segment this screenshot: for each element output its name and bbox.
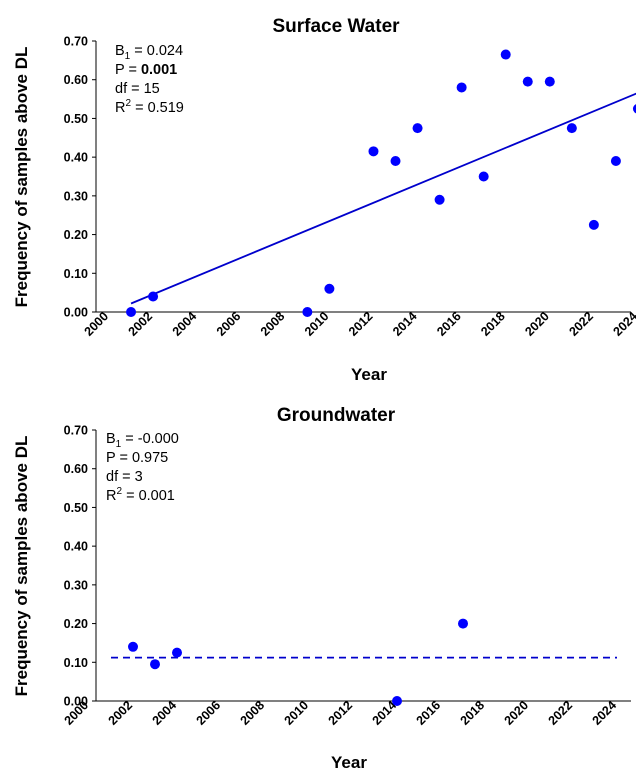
stat-r2: R2 = 0.001 [106,486,175,504]
x-tick-label: 2014 [390,309,420,339]
x-tick-label: 2018 [458,698,488,728]
data-point [390,156,401,167]
y-ticks: 0.00 0.10 0.20 0.30 0.40 0.50 0.60 0.70 [64,35,96,320]
data-point [392,696,402,706]
y-axis-title: Frequency of samples above DL [12,436,31,697]
x-tick-label: 2008 [238,698,268,728]
x-tick-label: 2018 [478,309,508,339]
x-tick-label: 2022 [566,309,596,339]
y-tick-label: 0.60 [64,73,88,87]
data-points [128,618,468,706]
data-point [324,283,335,294]
y-tick-label: 0.60 [64,462,88,476]
x-axis-title: Year [351,365,387,384]
data-point [544,76,555,87]
x-tick-label: 2012 [326,698,356,728]
y-tick-label: 0.30 [64,578,88,592]
stat-p: P = 0.001 [115,62,177,78]
data-point [610,156,621,167]
stats-box: B1 = 0.024 P = 0.001 df = 15 R2 = 0.519 [115,43,184,116]
data-point [632,104,636,114]
x-axis-title: Year [331,753,367,769]
data-point [500,49,511,60]
data-point [522,76,533,87]
y-tick-label: 0.30 [64,189,88,203]
x-tick-label: 2008 [258,309,288,339]
y-tick-label: 0.10 [64,267,88,281]
x-tick-label: 2016 [414,698,444,728]
x-tick-label: 2022 [546,698,576,728]
trendline [130,92,636,305]
stats-box: B1 = -0.000 P = 0.975 df = 3 R2 = 0.001 [106,431,179,504]
x-tick-label: 2004 [150,698,180,728]
trendline-layer [130,92,636,305]
data-point [434,194,445,205]
data-point [456,82,467,93]
data-point [150,659,160,670]
y-tick-label: 0.40 [64,151,88,165]
x-tick-label: 2020 [522,309,552,339]
data-point [368,146,379,157]
data-points [126,49,636,317]
x-ticks: 2000 2002 2004 2006 2008 2010 2012 2014 2016 2018… [62,698,620,728]
y-axis-title: Frequency of samples above DL [12,47,31,308]
y-tick-label: 0.50 [64,112,88,126]
data-point [566,123,577,134]
data-point [302,307,313,317]
x-tick-label: 2012 [346,309,376,339]
data-point [478,171,489,182]
x-tick-label: 2004 [170,309,200,339]
x-tick-label: 2006 [194,698,224,728]
stat-p: P = 0.975 [106,450,168,466]
x-tick-label: 2010 [282,698,312,728]
y-tick-label: 0.20 [64,617,88,631]
stat-df: df = 15 [115,81,160,97]
y-tick-label: 0.40 [64,540,88,554]
data-point [148,291,159,302]
x-ticks: 2000 2002 2004 2006 2008 2010 2012 2014 2016 2018… [82,309,636,339]
surface-water-chart: Surface Water Frequency of samples above… [12,16,636,384]
x-tick-label: 2006 [214,309,244,339]
y-tick-label: 0.00 [64,695,88,709]
chart-title: Surface Water [272,16,400,37]
stat-df: df = 3 [106,469,143,485]
stat-b1: B1 = 0.024 [115,43,183,62]
groundwater-chart: Groundwater Frequency of samples above D… [12,405,631,769]
data-point [126,307,137,317]
y-tick-label: 0.00 [64,306,88,320]
data-point [588,219,599,230]
y-tick-label: 0.50 [64,501,88,515]
data-point [172,647,182,658]
x-tick-label: 2024 [611,309,636,339]
y-ticks: 0.00 0.10 0.20 0.30 0.40 0.50 0.60 0.70 [64,424,96,709]
stat-r2: R2 = 0.519 [115,98,184,116]
x-tick-label: 2002 [106,698,136,728]
data-point [458,618,468,629]
y-tick-label: 0.70 [64,35,88,49]
chart-title: Groundwater [277,405,396,426]
data-point [128,641,138,652]
y-tick-label: 0.10 [64,656,88,670]
x-tick-label: 2020 [502,698,532,728]
y-tick-label: 0.70 [64,424,88,438]
x-tick-label: 2024 [590,698,620,728]
stat-b1: B1 = -0.000 [106,431,179,450]
y-tick-label: 0.20 [64,228,88,242]
x-tick-label: 2016 [434,309,464,339]
data-point [412,123,423,134]
